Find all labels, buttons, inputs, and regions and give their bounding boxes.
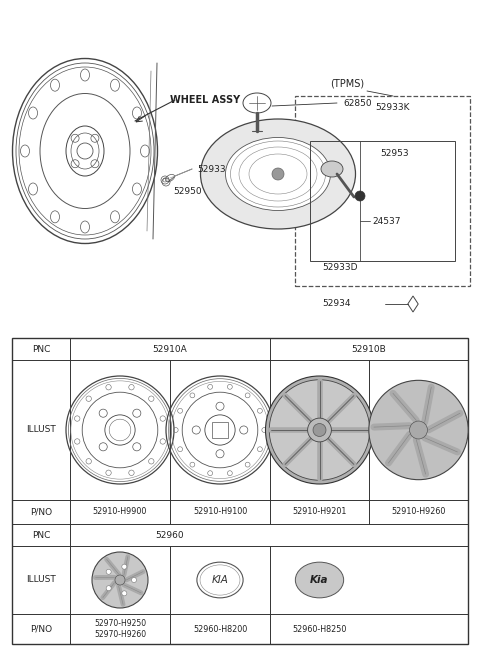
Ellipse shape bbox=[295, 562, 344, 598]
Text: 52933: 52933 bbox=[198, 165, 226, 173]
Text: 52960-H8200: 52960-H8200 bbox=[193, 625, 247, 634]
Text: ILLUST: ILLUST bbox=[26, 575, 56, 584]
Circle shape bbox=[92, 552, 148, 608]
Circle shape bbox=[265, 376, 373, 484]
Circle shape bbox=[409, 421, 428, 439]
Ellipse shape bbox=[321, 161, 343, 177]
Text: 52910B: 52910B bbox=[352, 344, 386, 354]
Text: WHEEL ASSY: WHEEL ASSY bbox=[170, 95, 240, 105]
Circle shape bbox=[106, 569, 111, 574]
Circle shape bbox=[122, 591, 127, 596]
Text: 52960-H8250: 52960-H8250 bbox=[292, 625, 347, 634]
Text: P/NO: P/NO bbox=[30, 508, 52, 516]
Text: 52910-H9100: 52910-H9100 bbox=[193, 508, 247, 516]
Text: (TPMS): (TPMS) bbox=[330, 79, 364, 89]
Circle shape bbox=[132, 577, 136, 583]
Ellipse shape bbox=[201, 119, 356, 229]
Text: 52910-H9900: 52910-H9900 bbox=[93, 508, 147, 516]
Circle shape bbox=[115, 575, 125, 585]
Bar bbox=[212, 422, 228, 438]
Text: 52934: 52934 bbox=[323, 300, 351, 308]
Circle shape bbox=[308, 418, 331, 442]
Text: 52910-H9260: 52910-H9260 bbox=[391, 508, 446, 516]
Text: 52960: 52960 bbox=[156, 531, 184, 539]
Text: 52910-H9201: 52910-H9201 bbox=[292, 508, 347, 516]
Circle shape bbox=[355, 191, 365, 201]
Circle shape bbox=[272, 168, 284, 180]
Circle shape bbox=[106, 586, 111, 591]
Bar bbox=[12, 338, 468, 644]
Text: 52950: 52950 bbox=[174, 186, 202, 195]
Circle shape bbox=[269, 380, 370, 480]
Text: PNC: PNC bbox=[32, 531, 50, 539]
Text: 62850: 62850 bbox=[344, 98, 372, 108]
Text: P/NO: P/NO bbox=[30, 625, 52, 634]
Circle shape bbox=[369, 380, 468, 480]
Text: 52970-H9250
52970-H9260: 52970-H9250 52970-H9260 bbox=[94, 619, 146, 639]
Ellipse shape bbox=[226, 138, 331, 211]
Text: PNC: PNC bbox=[32, 344, 50, 354]
Text: ILLUST: ILLUST bbox=[26, 426, 56, 434]
Text: KIA: KIA bbox=[212, 575, 228, 585]
Text: 52953: 52953 bbox=[380, 148, 408, 157]
Text: 52933D: 52933D bbox=[322, 264, 358, 272]
Text: Kia: Kia bbox=[310, 575, 329, 585]
Text: 24537: 24537 bbox=[372, 216, 400, 226]
Bar bbox=[310, 141, 455, 261]
Text: 52933K: 52933K bbox=[376, 104, 410, 112]
Circle shape bbox=[122, 564, 127, 569]
Circle shape bbox=[313, 424, 326, 436]
Text: 52910A: 52910A bbox=[153, 344, 187, 354]
